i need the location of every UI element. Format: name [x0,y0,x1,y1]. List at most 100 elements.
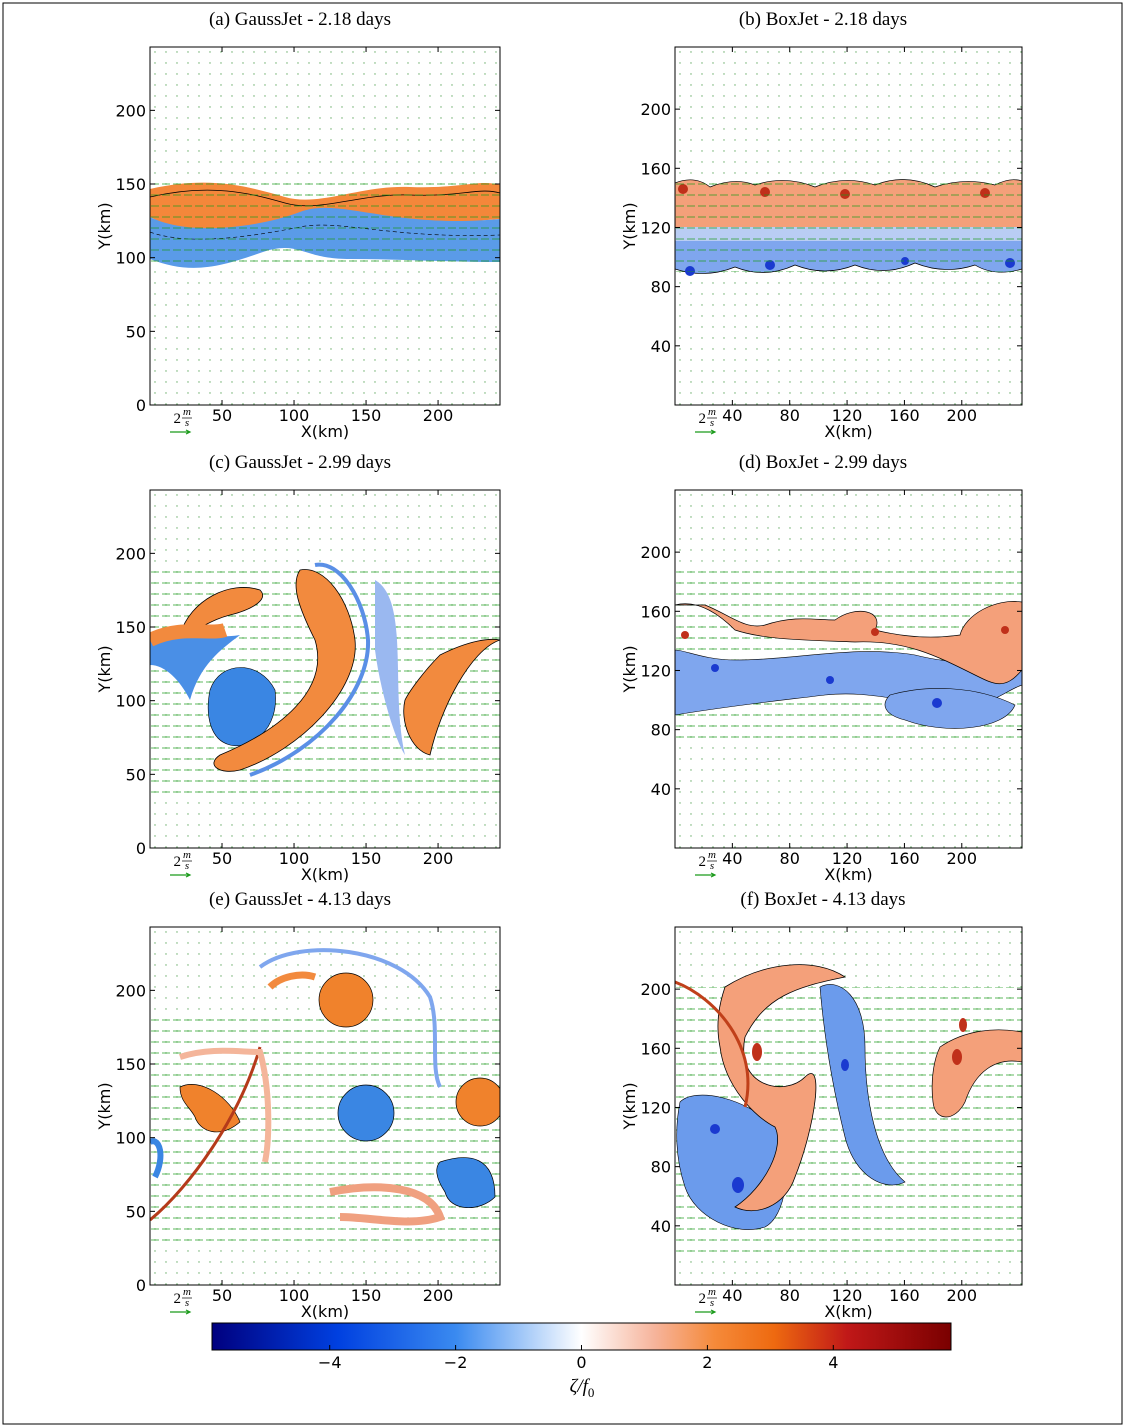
quiver-key-value: 2 [174,411,182,427]
x-axis-label: X(km) [301,1302,349,1321]
axes-frame [149,489,501,849]
quiver-key-denominator: s [185,417,189,429]
y-tick-label: 40 [651,780,671,799]
y-tick-label: 80 [651,278,671,297]
field-e [150,927,500,1285]
quiver-key-value: 2 [699,411,707,427]
x-tick-label: 40 [722,1286,742,1305]
quiver-key-arrow [170,1309,192,1315]
colorbar-tick-label: 0 [576,1353,586,1372]
y-tick-label: 150 [115,175,146,194]
quiver-key-denominator: s [710,417,714,429]
field-f [675,927,1022,1285]
x-tick-label: 200 [947,849,978,868]
y-tick-label: 40 [651,1217,671,1236]
x-tick-label: 50 [212,1286,232,1305]
quiver-key-numerator: m [708,406,716,418]
x-tick-label: 160 [889,1286,920,1305]
quiver-key-denominator: s [710,860,714,872]
x-tick-label: 100 [279,849,310,868]
x-tick-label: 80 [780,849,800,868]
y-tick-label: 50 [126,1202,146,1221]
panel-title: (f) BoxJet - 4.13 days [740,889,905,910]
y-tick-label: 160 [640,159,671,178]
quiver-key-arrow [695,872,717,878]
y-tick-label: 200 [115,101,146,120]
y-tick-label: 150 [115,618,146,637]
x-axis-label: X(km) [301,422,349,441]
x-tick-label: 150 [351,406,382,425]
y-tick-label: 50 [126,322,146,341]
quiver-key-arrow [170,872,192,878]
y-tick-label: 0 [136,1276,146,1295]
colorbar-label-sub: 0 [588,1385,595,1400]
quiver-key-denominator: s [185,1297,189,1309]
x-tick-label: 40 [722,406,742,425]
quiver-key-numerator: m [183,849,191,861]
colorbar-tick-label: 4 [828,1353,838,1372]
x-axis-label: X(km) [824,865,872,884]
y-tick-label: 50 [126,765,146,784]
y-axis-label: Y(km) [95,202,114,250]
axes-frame [674,489,1023,849]
colorbar-tick-label: −4 [318,1353,342,1372]
x-axis-label: X(km) [824,422,872,441]
panel-title: (a) GaussJet - 2.18 days [209,9,391,30]
axes-frame [674,926,1023,1286]
quiver-key-value: 2 [699,1291,707,1307]
y-tick-label: 120 [640,661,671,680]
x-tick-label: 120 [832,1286,863,1305]
panel-title: (b) BoxJet - 2.18 days [739,9,907,30]
x-tick-label: 50 [212,406,232,425]
x-tick-label: 100 [279,406,310,425]
colorbar-label: ζ/f0 [570,1376,595,1400]
x-tick-label: 120 [832,406,863,425]
y-tick-label: 200 [640,100,671,119]
x-tick-label: 80 [780,1286,800,1305]
field-a [150,47,500,405]
x-tick-label: 100 [279,1286,310,1305]
x-tick-label: 150 [351,849,382,868]
x-tick-label: 200 [423,849,454,868]
x-tick-label: 80 [780,406,800,425]
y-tick-label: 80 [651,1158,671,1177]
colorbar-tick-label: 2 [702,1353,712,1372]
y-tick-label: 200 [115,981,146,1000]
x-tick-label: 200 [947,406,978,425]
y-axis-label: Y(km) [95,1082,114,1130]
panel-title: (e) GaussJet - 4.13 days [209,889,391,910]
y-tick-label: 150 [115,1055,146,1074]
quiver-key-numerator: m [183,1286,191,1298]
y-axis-label: Y(km) [620,202,639,250]
panel-title: (d) BoxJet - 2.99 days [739,452,907,473]
y-tick-label: 120 [640,218,671,237]
quiver-key-arrow [695,429,717,435]
y-tick-label: 0 [136,839,146,858]
field-c [150,490,500,848]
x-tick-label: 50 [212,849,232,868]
y-tick-label: 200 [640,980,671,999]
x-tick-label: 200 [423,406,454,425]
x-tick-label: 150 [351,1286,382,1305]
y-tick-label: 200 [640,543,671,562]
quiver-key-value: 2 [174,854,182,870]
axes-frame [674,46,1023,406]
quiver-key-denominator: s [710,1297,714,1309]
y-tick-label: 100 [115,1129,146,1148]
y-tick-label: 80 [651,721,671,740]
colorbar-tick-label: −2 [444,1353,468,1372]
y-tick-label: 120 [640,1098,671,1117]
panel-title: (c) GaussJet - 2.99 days [209,452,391,473]
x-tick-label: 200 [423,1286,454,1305]
y-tick-label: 0 [136,396,146,415]
quiver-key-numerator: m [183,406,191,418]
y-tick-label: 40 [651,337,671,356]
y-tick-label: 100 [115,692,146,711]
field-b [675,47,1022,405]
quiver-key-value: 2 [699,854,707,870]
quiver-key-denominator: s [185,860,189,872]
quiver-key-arrow [695,1309,717,1315]
quiver-key-value: 2 [174,1291,182,1307]
